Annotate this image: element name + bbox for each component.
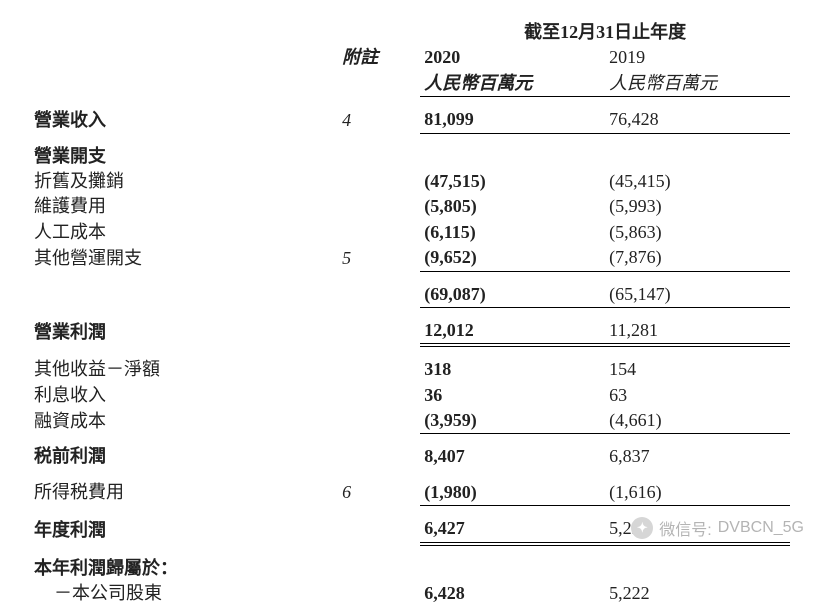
val-revenue-2019: 76,428 (605, 107, 790, 133)
val-revenue-2020: 81,099 (420, 107, 605, 133)
row-other-op: 其他營運開支 5 (9,652) (7,876) (30, 245, 790, 271)
row-labour: 人工成本 (6,115) (5,863) (30, 220, 790, 245)
label-expense-hdr: 營業開支 (30, 144, 338, 169)
unit-2020: 人民幣百萬元 (420, 71, 605, 97)
label-attr-owner: －本公司股東 (30, 581, 338, 606)
val-maint-2019: (5,993) (605, 194, 790, 219)
note-other-op: 5 (338, 245, 420, 271)
val-exptot-2020: (69,087) (420, 282, 605, 308)
row-other-gain: 其他收益－淨額 318 154 (30, 357, 790, 382)
col-2019-header: 2019 (605, 45, 790, 70)
row-attr-hdr: 本年利潤歸屬於： (30, 556, 790, 581)
val-intincome-2020: 36 (420, 383, 605, 408)
row-fin-cost: 融資成本 (3,959) (4,661) (30, 408, 790, 434)
label-dep: 折舊及攤銷 (30, 169, 338, 194)
row-revenue: 營業收入 4 81,099 76,428 (30, 107, 790, 133)
val-othergain-2019: 154 (605, 357, 790, 382)
unit-2019: 人民幣百萬元 (605, 71, 790, 97)
header-period: 截至12月31日止年度 (30, 20, 790, 45)
val-net-2019: 5,221 (605, 516, 790, 543)
header-units: 人民幣百萬元 人民幣百萬元 (30, 71, 790, 97)
label-int-income: 利息收入 (30, 383, 338, 408)
val-attrowner-2020: 6,428 (420, 581, 605, 606)
row-maint: 維護費用 (5,805) (5,993) (30, 194, 790, 219)
col-2020-header: 2020 (420, 45, 605, 70)
val-dep-2020: (47,515) (420, 169, 605, 194)
val-pbt-2019: 6,837 (605, 444, 790, 469)
note-tax: 6 (338, 480, 420, 506)
note-revenue: 4 (338, 107, 420, 133)
label-net: 年度利潤 (30, 516, 338, 543)
val-other-op-2020: (9,652) (420, 245, 605, 271)
label-labour: 人工成本 (30, 220, 338, 245)
val-maint-2020: (5,805) (420, 194, 605, 219)
val-fincost-2019: (4,661) (605, 408, 790, 434)
row-net: 年度利潤 6,427 5,221 (30, 516, 790, 543)
val-othergain-2020: 318 (420, 357, 605, 382)
val-attrowner-2019: 5,222 (605, 581, 790, 606)
val-pbt-2020: 8,407 (420, 444, 605, 469)
label-op-profit: 營業利潤 (30, 318, 338, 345)
val-tax-2019: (1,616) (605, 480, 790, 506)
val-opprofit-2020: 12,012 (420, 318, 605, 345)
label-pbt: 税前利潤 (30, 444, 338, 469)
val-opprofit-2019: 11,281 (605, 318, 790, 345)
label-tax: 所得税費用 (30, 480, 338, 506)
row-exp-total: (69,087) (65,147) (30, 282, 790, 308)
row-op-profit: 營業利潤 12,012 11,281 (30, 318, 790, 345)
val-labour-2020: (6,115) (420, 220, 605, 245)
row-pbt: 税前利潤 8,407 6,837 (30, 444, 790, 469)
row-expense-header: 營業開支 (30, 144, 790, 169)
label-attr-hdr: 本年利潤歸屬於： (30, 556, 338, 581)
val-other-op-2019: (7,876) (605, 245, 790, 271)
income-statement: 截至12月31日止年度 附註 2020 2019 人民幣百萬元 人民幣百萬元 營… (0, 0, 830, 606)
row-int-income: 利息收入 36 63 (30, 383, 790, 408)
val-labour-2019: (5,863) (605, 220, 790, 245)
val-net-2020: 6,427 (420, 516, 605, 543)
label-revenue: 營業收入 (30, 107, 338, 133)
header-years: 附註 2020 2019 (30, 45, 790, 70)
financial-table: 截至12月31日止年度 附註 2020 2019 人民幣百萬元 人民幣百萬元 營… (30, 20, 790, 606)
row-tax: 所得税費用 6 (1,980) (1,616) (30, 480, 790, 506)
label-other-gain: 其他收益－淨額 (30, 357, 338, 382)
label-maint: 維護費用 (30, 194, 338, 219)
period-title: 截至12月31日止年度 (420, 20, 790, 45)
row-attr-owner: －本公司股東 6,428 5,222 (30, 581, 790, 606)
label-other-op: 其他營運開支 (30, 245, 338, 271)
row-dep: 折舊及攤銷 (47,515) (45,415) (30, 169, 790, 194)
val-exptot-2019: (65,147) (605, 282, 790, 308)
val-intincome-2019: 63 (605, 383, 790, 408)
label-fin-cost: 融資成本 (30, 408, 338, 434)
val-tax-2020: (1,980) (420, 480, 605, 506)
val-fincost-2020: (3,959) (420, 408, 605, 434)
val-dep-2019: (45,415) (605, 169, 790, 194)
note-header: 附註 (338, 45, 420, 70)
